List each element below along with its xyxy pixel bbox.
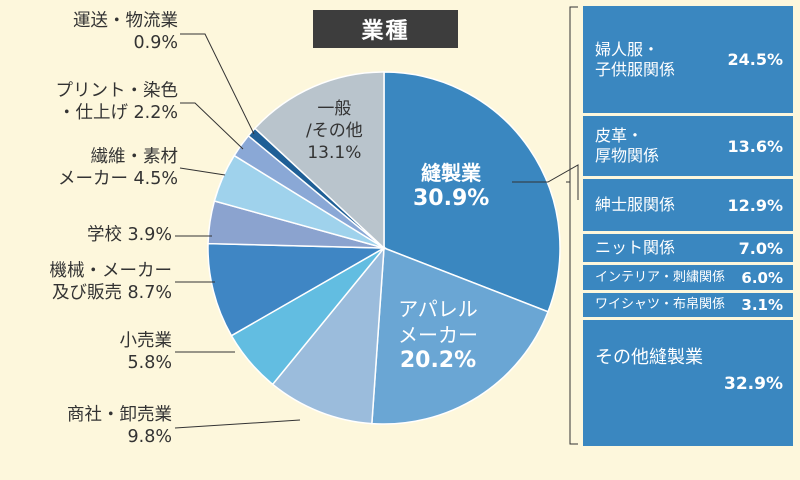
pie-slice-0 [383,71,561,313]
label-seni: 繊維・素材 メーカー 4.5% [58,146,178,190]
label-gakko: 学校 3.9% [87,224,172,246]
shinshi-value: 12.9% [727,195,783,215]
interior-name: インテリア・刺繍関係 [595,269,726,285]
seihou-name: 縫製業 [421,161,482,185]
slice-label-apparel: アパレル メーカー 20.2% [398,296,478,374]
fujin-line2: 子供服関係 [595,59,676,79]
shinshi-name: 紳士服関係 [595,195,676,214]
slice-label-seihou: 縫製業 30.9% [413,160,489,212]
label-shosha: 商社・卸売業 9.8% [67,404,172,448]
knit-name: ニット関係 [595,238,676,257]
breakdown-connector [512,164,579,200]
label-unso: 運送・物流業 0.9% [73,10,178,54]
fujin-line1: 婦人服・ [595,39,660,59]
breakdown-item-shirt: ワイシャツ・布帛関係 3.1% [583,293,793,317]
interior-value: 6.0% [741,268,783,287]
apparel-value: 20.2% [399,348,477,373]
pie-slice-9 [253,71,385,250]
print-line1: プリント・染色 [55,81,179,101]
breakdown-item-other: その他縫製業 32.9% [583,320,793,446]
kouri-line1: 小売業 [119,331,173,351]
ippan-line1: 一般 [317,99,352,119]
breakdown-item-hikaku: 皮革・ 厚物関係 13.6% [583,116,793,176]
pie-slice-1 [371,246,550,425]
hikaku-value: 13.6% [727,136,783,156]
kouri-line2: 5.8% [127,353,172,373]
apparel-line2: メーカー [398,323,478,347]
other-value: 32.9% [724,374,783,394]
shosha-line2: 9.8% [127,427,172,447]
leader-line-unso [180,33,255,135]
slice-label-ippan: 一般 /その他 13.1% [306,98,363,164]
leader-line-print [180,102,244,150]
breakdown-bracket [569,6,578,445]
kikai-line2: 及び販売 8.7% [51,283,172,303]
shirt-value: 3.1% [741,296,783,314]
knit-value: 7.0% [738,238,783,258]
apparel-line1: アパレル [398,297,478,321]
gakko-line: 学校 3.9% [86,225,172,245]
ippan-line2: /その他 [306,121,363,141]
pie-slice-4 [207,242,387,337]
unso-line2: 0.9% [133,33,178,53]
fujin-value: 24.5% [727,50,783,69]
breakdown-panel: 婦人服・ 子供服関係 24.5% 皮革・ 厚物関係 13.6% 紳士服関係 12.9… [583,6,793,446]
shirt-name: ワイシャツ・布帛関係 [595,297,726,312]
label-kikai: 機械・メーカー 及び販売 8.7% [50,260,173,304]
hikaku-line1: 皮革・ [595,126,644,145]
shosha-line1: 商社・卸売業 [67,405,172,425]
leader-line-seni [179,167,226,176]
breakdown-item-knit: ニット関係 7.0% [583,234,793,262]
pie-slice-2 [271,245,385,425]
hikaku-line2: 厚物関係 [595,146,660,165]
seni-line1: 繊維・素材 [90,147,179,167]
leader-line-shosha [174,419,301,429]
seihou-value: 30.9% [413,186,490,211]
kikai-line1: 機械・メーカー [49,261,173,281]
label-kouri: 小売業 5.8% [120,330,173,374]
breakdown-item-fujin: 婦人服・ 子供服関係 24.5% [583,6,793,113]
other-name: その他縫製業 [595,347,703,368]
seni-line2: メーカー 4.5% [57,169,178,189]
breakdown-item-interior: インテリア・刺繍関係 6.0% [583,265,793,290]
chart-title: 業種 [313,10,458,48]
label-print: プリント・染色 ・仕上げ 2.2% [56,80,179,124]
ippan-value: 13.1% [307,143,362,163]
print-line2: ・仕上げ 2.2% [57,103,178,123]
unso-line1: 運送・物流業 [73,11,178,31]
breakdown-item-shinshi: 紳士服関係 12.9% [583,179,793,231]
